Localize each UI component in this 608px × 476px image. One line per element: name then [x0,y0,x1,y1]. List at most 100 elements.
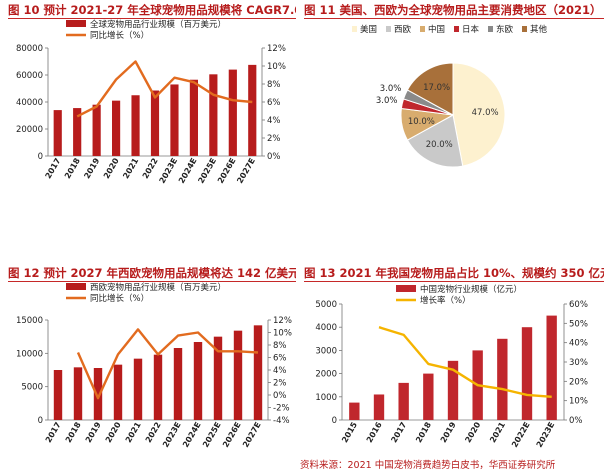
fig12-category-label: 2021 [124,420,143,444]
fig12-legend-bar-label: 西欧宠物用品行业规模（百万美元） [90,282,226,293]
fig12-category-label: 2018 [64,420,83,444]
fig12-bar [73,367,83,420]
fig11-slice-label: 3.0% [376,96,398,106]
fig12-category-label: 2023E [161,421,183,450]
fig13-bar [546,315,557,420]
fig10-bar [170,84,179,156]
fig13-left-tick-label: 2000 [315,370,337,380]
fig13-category-label: 2021 [488,420,507,444]
fig10-right-tick-label: 10% [267,62,286,72]
fig12-category-label: 2017 [44,421,63,445]
fig11-legend-label: 日本 [462,24,480,35]
fig10-right-tick-label: 0% [267,152,281,162]
fig11-legend-swatch [386,26,391,32]
fig13-chart: 0 1000 2000 3000 4000 5000 0% 10% 20% 30% 40% 50% 60… [315,284,588,449]
fig13-growth-line [378,326,552,398]
fig11-slice-label: 10.0% [408,117,435,127]
fig12-right-tick-label: 2% [273,379,287,389]
fig13-left-tick-label: 3000 [315,346,337,356]
fig13-right-tick-label: 40% [569,339,588,349]
fig12-right-tick-label: 4% [273,366,287,376]
fig10-right-tick-label: 6% [267,98,281,108]
fig10-left-tick-label: 20000 [16,125,43,135]
fig11-slice [406,62,454,116]
fig11-slice-label: 20.0% [426,140,453,150]
fig11-slice [406,114,464,168]
fig13-legend-line-label: 增长率（%） [420,295,471,306]
fig13-bar [521,327,533,420]
fig12-bar [133,358,143,420]
fig10-right-tick-label: 4% [267,116,281,126]
fig13-bar [373,394,385,420]
fig11-slice [452,62,506,167]
fig10-growth-line [76,60,253,118]
fig10-title: 图 10 预计 2021-27 年全球宠物用品规模将 CAGR7.0% [8,3,296,17]
fig10-left-tick-label: 80000 [16,44,43,54]
fig11-slice-label: 3.0% [380,84,402,94]
fig10-category-label: 2019 [82,156,101,180]
fig11-slice-label: 17.0% [423,83,450,93]
fig10-category-label: 2020 [102,156,121,180]
fig11-legend-swatch [454,26,459,32]
fig13-bar [423,373,434,420]
fig12-right-tick-label: 12% [273,316,292,326]
fig12-left-tick-label: 5000 [21,383,43,393]
fig12-category-label: 2025E [201,421,223,450]
fig12-category-label: 2019 [84,420,103,444]
fig12-bar [93,368,103,420]
fig12-bar [213,336,223,420]
fig13-right-tick-label: 20% [569,377,588,387]
fig13-bar [398,382,409,420]
fig12-category-label: 2020 [104,420,123,444]
fig10-left-tick-label: 60000 [16,71,43,81]
fig10-bar [112,100,121,156]
fig10-legend-bar-label: 全球宠物用品行业规模（百万美元） [90,19,226,30]
fig11-legend-swatch [522,26,527,32]
fig10-right-tick-label: 2% [267,134,281,144]
fig12-legend-line-label: 同比增长（%） [90,293,149,304]
fig12-left-tick-label: 10000 [16,349,43,359]
fig13-bar [349,402,360,420]
fig10-bar [150,90,160,156]
fig10-bar [189,79,198,156]
fig12-legend-bar-swatch [66,283,86,290]
fig10-category-label: 2017 [44,157,63,181]
fig13-legend-bar-label: 中国宠物行业规模（亿元） [420,284,522,295]
fig13-left-tick-label: 4000 [315,323,337,333]
fig12-right-tick-label: 8% [273,341,287,351]
fig10-category-label: 2027E [235,156,257,185]
fig11-legend-swatch [488,26,493,32]
fig13-category-label: 2015 [340,420,359,444]
fig10-bar [73,108,82,156]
fig12-right-tick-label: 0% [273,391,287,401]
fig13-category-label: 2017 [389,421,408,445]
fig12-left-tick-label: 0 [38,416,43,426]
fig13-right-tick-label: 60% [569,300,588,310]
fig12-right-tick-label: -2% [273,404,290,414]
fig10-title-rule [8,18,296,19]
fig11-title-rule [304,18,604,19]
fig13-category-label: 2022E [510,421,532,450]
fig11-legend-swatch [352,26,357,32]
fig13-left-tick-label: 5000 [315,300,337,310]
fig12-bar [193,342,203,420]
fig10-bar [228,69,237,156]
fig12-bar [253,325,263,420]
fig11-chart: 47.0% 20.0% 10.0% 3.0% 3.0% 17.0% 美国 西欧 中国 日本 东欧 其他 [352,24,548,168]
fig13-bar [497,338,508,420]
fig12-category-label: 2026E [221,421,243,450]
fig10-bar [209,74,218,156]
fig10-bar [248,64,257,156]
fig13-left-tick-label: 0 [332,416,337,426]
fig10-bar [92,104,101,156]
fig10-right-tick-label: 12% [267,44,286,54]
fig13-category-label: 2016 [365,420,384,444]
source-note: 资料来源：2021 中国宠物消费趋势白皮书，华西证券研究所 [300,460,556,471]
fig12-bar [113,364,123,420]
fig11-legend-label: 东欧 [496,24,514,35]
fig12-right-tick-label: 6% [273,354,287,364]
fig12-growth-line [76,328,259,400]
fig10-legend-line-label: 同比增长（%） [90,30,149,41]
fig10-right-tick-label: 8% [267,80,281,90]
